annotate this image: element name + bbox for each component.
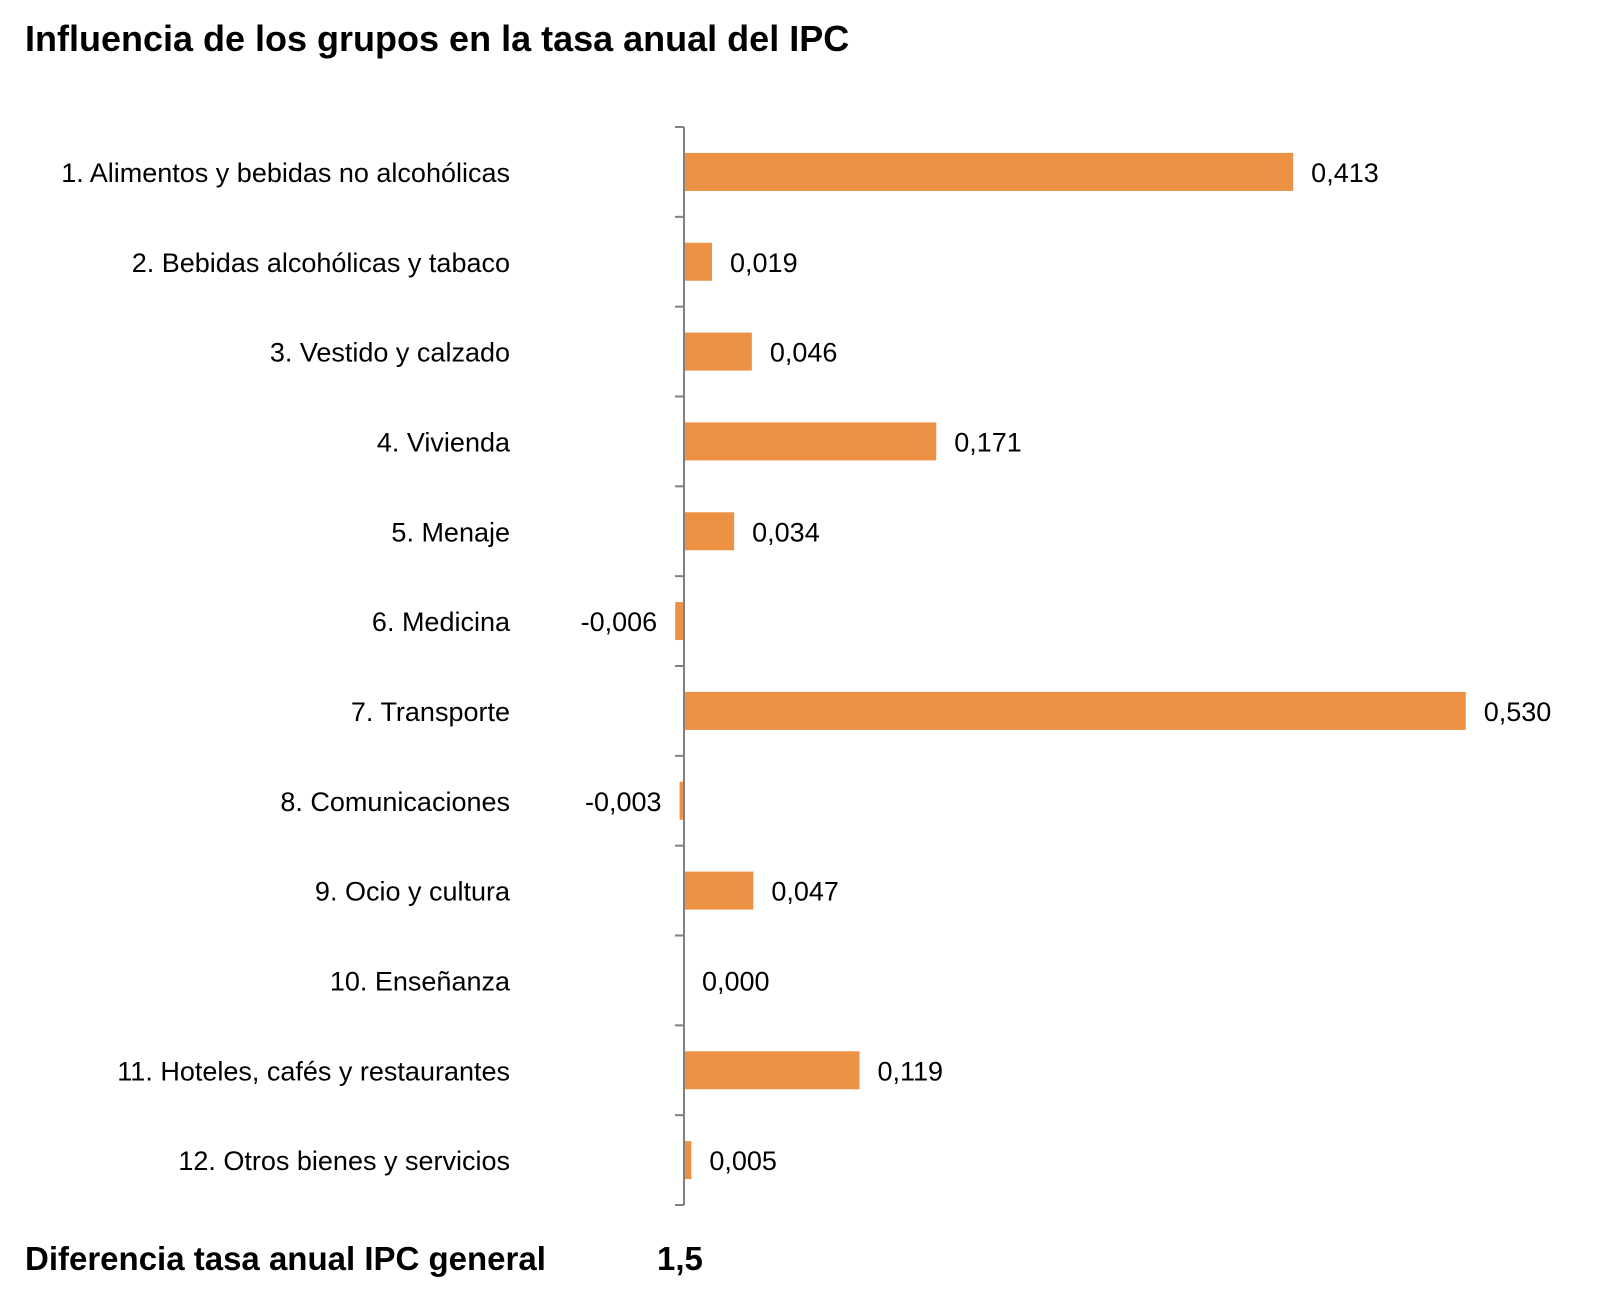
category-label: 1. Alimentos y bebidas no alcohólicas — [61, 158, 510, 188]
footer-value: 1,5 — [657, 1240, 703, 1277]
category-label: 4. Vivienda — [377, 427, 511, 457]
value-label: -0,003 — [585, 787, 662, 817]
bar — [684, 242, 713, 281]
chart-title: Influencia de los grupos en la tasa anua… — [25, 18, 850, 59]
value-label: 0,171 — [954, 427, 1022, 457]
bar — [675, 602, 684, 641]
value-label: 0,019 — [730, 248, 798, 278]
bar — [684, 152, 1294, 191]
category-label: 7. Transporte — [351, 697, 510, 727]
category-label: 3. Vestido y calzado — [270, 338, 510, 368]
bar — [684, 1051, 860, 1090]
value-label: 0,000 — [702, 966, 770, 996]
bar — [684, 691, 1466, 730]
bar — [684, 422, 937, 461]
value-label: 0,047 — [771, 877, 839, 907]
category-label: 5. Menaje — [391, 517, 510, 547]
value-label: 0,046 — [770, 338, 838, 368]
bar — [684, 512, 735, 551]
bar — [679, 781, 684, 820]
bar — [684, 871, 754, 910]
bar-chart: 1. Alimentos y bebidas no alcohólicas 0,4… — [61, 126, 1552, 1206]
value-label: 0,530 — [1484, 697, 1552, 727]
category-label: 2. Bebidas alcohólicas y tabaco — [132, 248, 510, 278]
category-label: 9. Ocio y cultura — [315, 877, 511, 907]
category-label: 11. Hoteles, cafés y restaurantes — [117, 1056, 510, 1086]
value-label: 0,413 — [1311, 158, 1379, 188]
category-label: 6. Medicina — [372, 607, 511, 637]
bar — [684, 1141, 692, 1180]
value-label: 0,005 — [709, 1146, 777, 1176]
value-label: 0,034 — [752, 517, 820, 547]
value-label: -0,006 — [581, 607, 658, 637]
category-label: 10. Enseñanza — [330, 966, 511, 996]
value-label: 0,119 — [878, 1056, 944, 1086]
footer-label: Diferencia tasa anual IPC general — [25, 1240, 546, 1277]
category-label: 8. Comunicaciones — [280, 787, 510, 817]
bar — [684, 332, 752, 371]
category-label: 12. Otros bienes y servicios — [178, 1146, 510, 1176]
